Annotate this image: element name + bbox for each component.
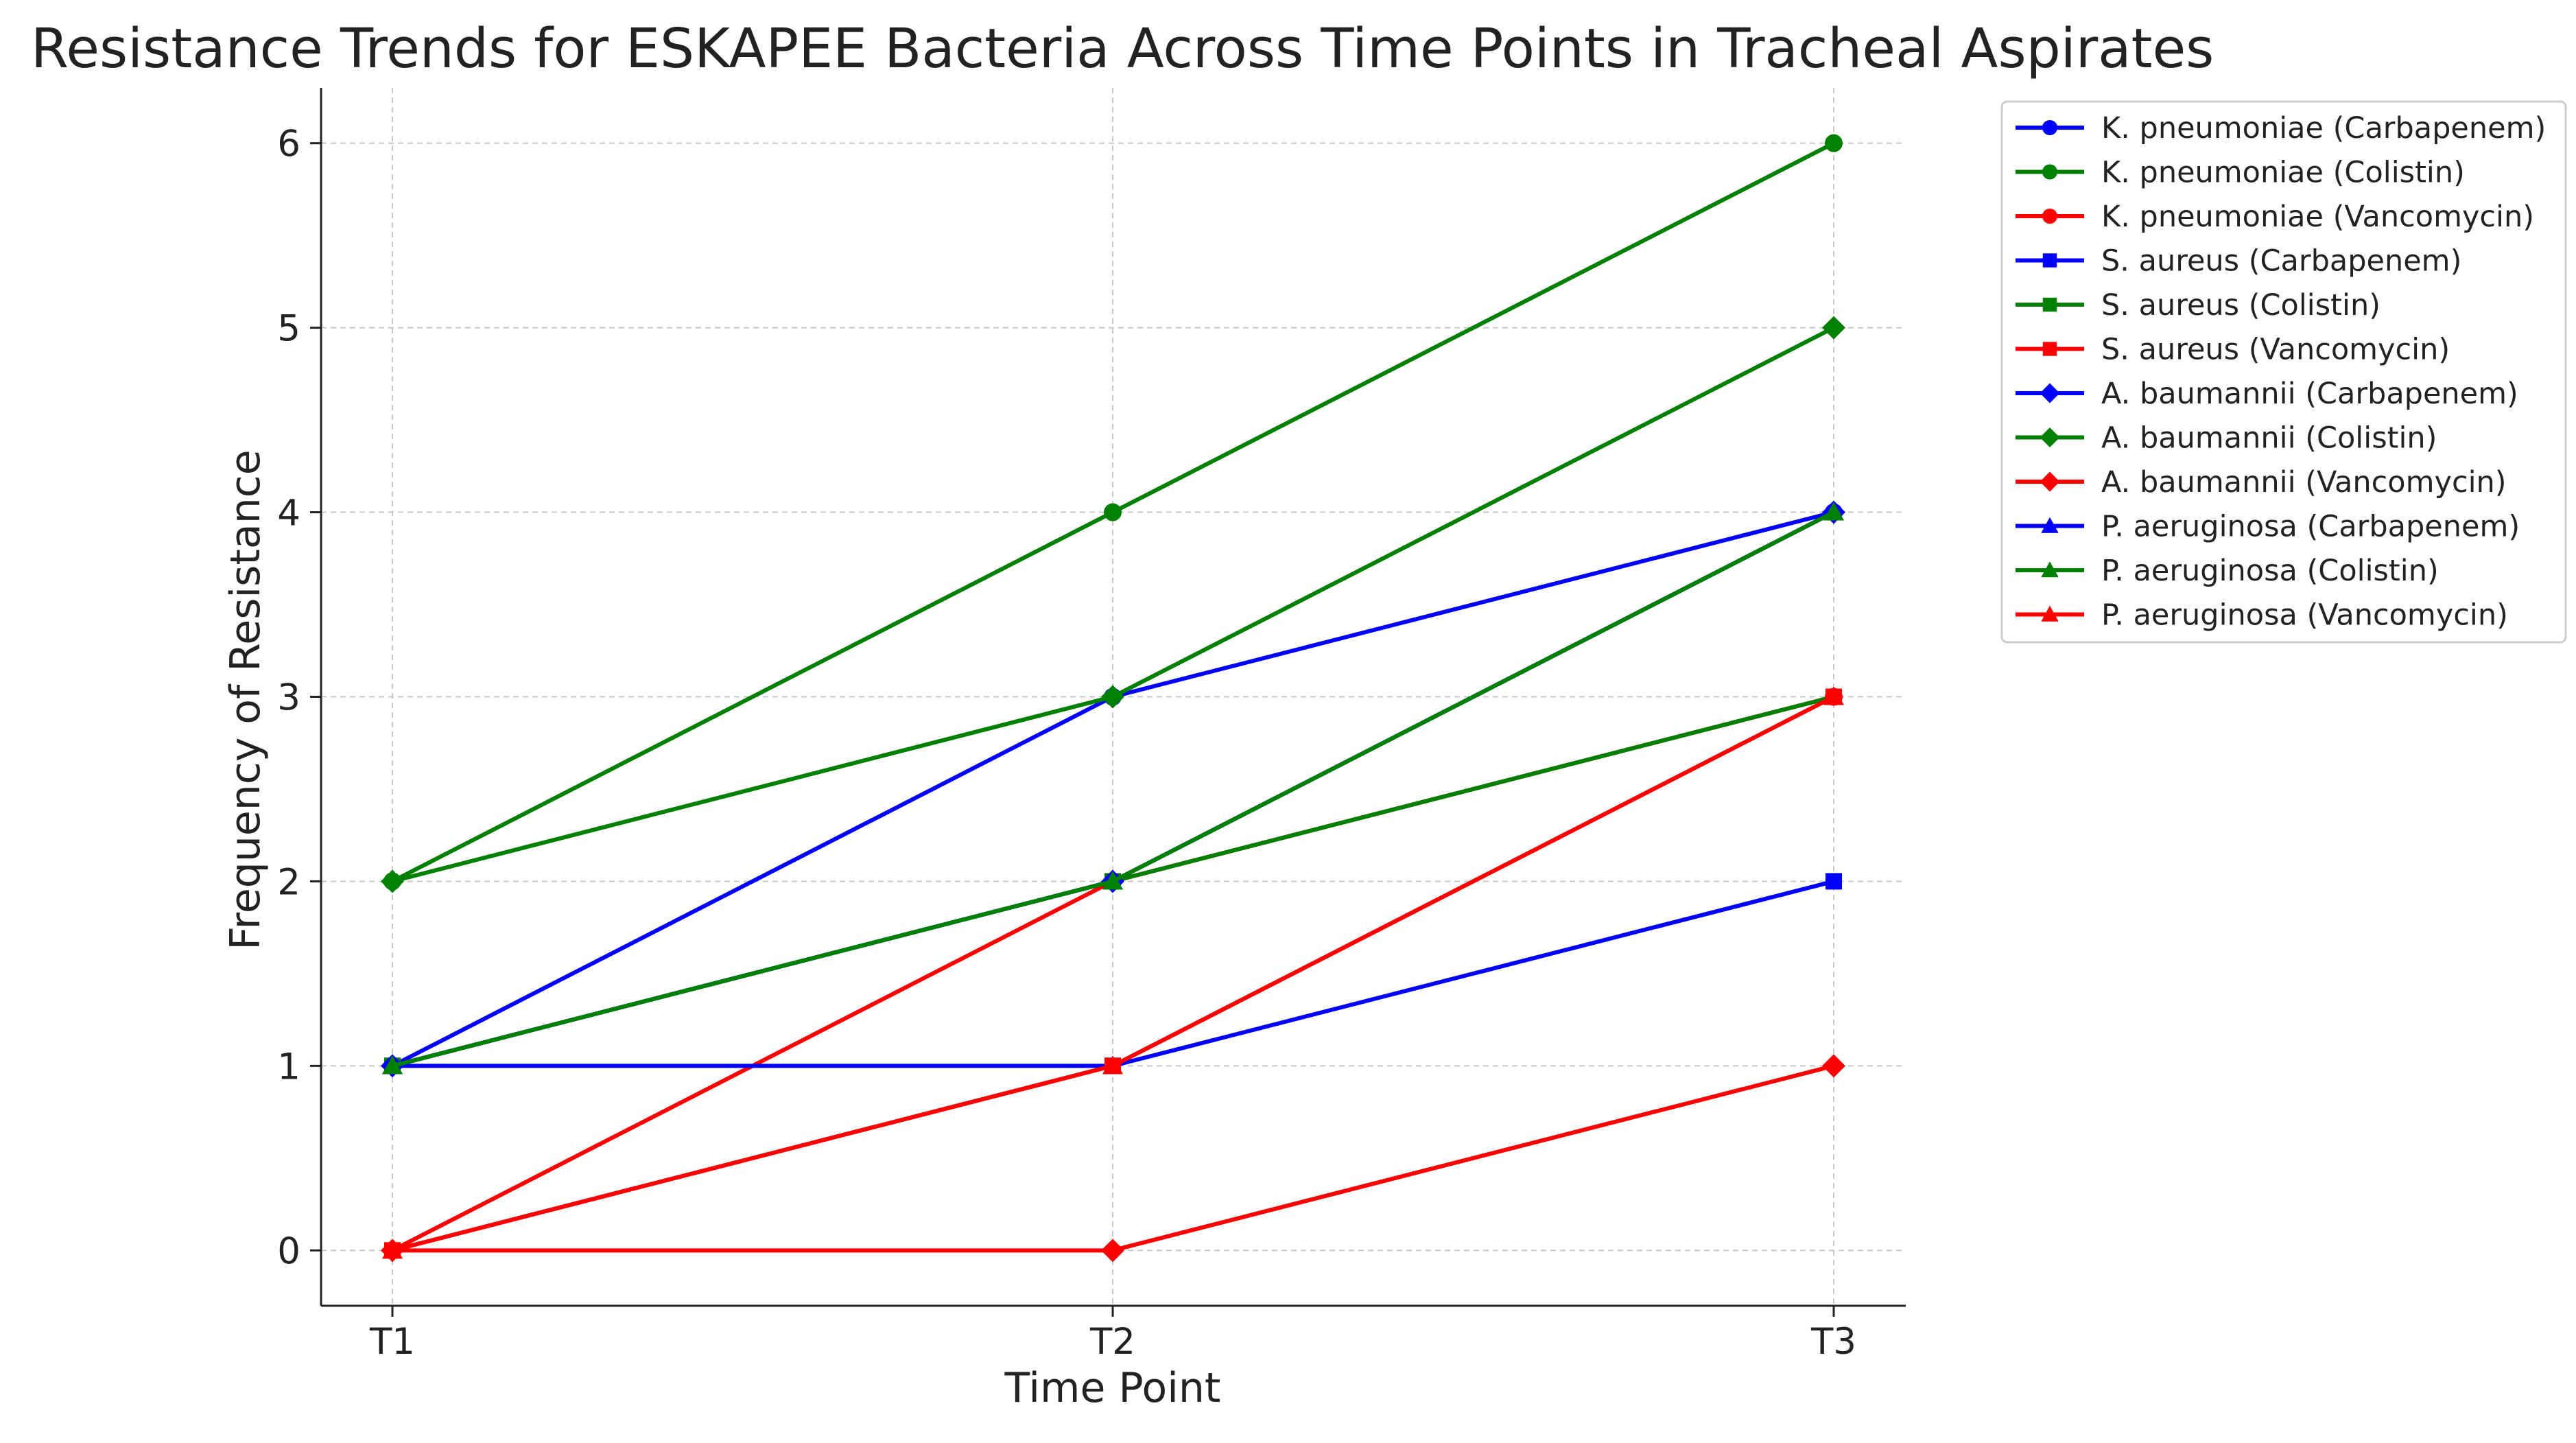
legend-label: P. aeruginosa (Vancomycin)	[2101, 598, 2508, 633]
legend-label: K. pneumoniae (Colistin)	[2101, 156, 2465, 190]
y-axis-title: Frequency of Resistance	[222, 449, 270, 950]
data-point-triangle	[382, 1055, 403, 1075]
legend-label: A. baumannii (Carbapenem)	[2101, 377, 2518, 411]
series-11	[382, 686, 1844, 1259]
data-point-diamond	[381, 869, 404, 893]
data-point-circle	[2042, 208, 2058, 224]
legend-entry: K. pneumoniae (Vancomycin)	[2016, 200, 2534, 234]
data-point-diamond	[2040, 471, 2060, 492]
y-tick-label: 0	[277, 1230, 300, 1272]
data-point-circle	[1104, 503, 1122, 521]
data-point-square	[2042, 297, 2057, 312]
data-point-square	[1825, 873, 1842, 890]
legend-label: A. baumannii (Vancomycin)	[2101, 465, 2507, 500]
legend-entry: A. baumannii (Carbapenem)	[2016, 377, 2518, 411]
series-10	[382, 502, 1844, 1075]
data-point-diamond	[1101, 1239, 1124, 1263]
legend-frame	[2000, 100, 2567, 644]
legend-entry: K. pneumoniae (Carbapenem)	[2016, 111, 2546, 145]
series-7	[381, 316, 1845, 893]
data-point-triangle	[1823, 686, 1844, 705]
legend: K. pneumoniae (Carbapenem) K. pneumoniae …	[2000, 100, 2567, 644]
legend-label: S. aureus (Carbapenem)	[2101, 244, 2461, 279]
legend-entry: K. pneumoniae (Colistin)	[2016, 156, 2465, 190]
data-point-diamond	[1101, 685, 1124, 709]
x-axis-title: Time Point	[1004, 1364, 1221, 1412]
y-tick-label: 6	[277, 124, 300, 165]
data-point-triangle	[2041, 517, 2059, 533]
legend-label: K. pneumoniae (Carbapenem)	[2101, 111, 2546, 145]
chart-title: Resistance Trends for ESKAPEE Bacteria A…	[31, 17, 2214, 80]
data-point-diamond	[2040, 383, 2060, 403]
data-point-circle	[2042, 119, 2058, 136]
y-tick-label: 4	[277, 493, 300, 535]
legend-entry: S. aureus (Vancomycin)	[2016, 333, 2450, 367]
legend-label: S. aureus (Vancomycin)	[2101, 333, 2450, 367]
legend-entry: A. baumannii (Colistin)	[2016, 421, 2437, 456]
legend-entry: S. aureus (Carbapenem)	[2016, 244, 2461, 279]
y-tick-label: 3	[277, 677, 300, 719]
legend-label: P. aeruginosa (Colistin)	[2101, 554, 2439, 588]
data-point-triangle	[2041, 561, 2059, 578]
data-point-square	[2042, 253, 2057, 268]
x-tick-label: T3	[1810, 1321, 1856, 1363]
series-layer	[381, 134, 1845, 1263]
legend-label: S. aureus (Colistin)	[2101, 288, 2380, 322]
data-point-triangle	[382, 1240, 403, 1259]
legend-entry: P. aeruginosa (Vancomycin)	[2016, 598, 2508, 633]
data-point-circle	[2042, 164, 2058, 180]
legend-entry: P. aeruginosa (Carbapenem)	[2016, 510, 2520, 544]
data-point-diamond	[2040, 427, 2060, 447]
x-tick-label: T2	[1089, 1321, 1135, 1363]
legend-entry: S. aureus (Colistin)	[2016, 288, 2380, 322]
legend-entry: A. baumannii (Vancomycin)	[2016, 465, 2507, 500]
y-tick-label: 5	[277, 308, 300, 350]
data-point-triangle	[1823, 502, 1844, 521]
legend-label: K. pneumoniae (Vancomycin)	[2101, 200, 2534, 234]
data-point-diamond	[1822, 316, 1845, 340]
data-point-triangle	[1102, 1055, 1123, 1075]
x-tick-label: T1	[369, 1321, 415, 1363]
y-tick-label: 1	[277, 1046, 300, 1088]
tick-labels: 0 1 2 3 4 5 6 T1 T2 T3	[277, 124, 1856, 1363]
data-point-triangle	[1102, 871, 1123, 890]
legend-label: P. aeruginosa (Carbapenem)	[2101, 510, 2520, 544]
data-point-circle	[1825, 134, 1843, 152]
series-line	[392, 325, 1835, 884]
data-point-diamond	[1822, 1054, 1845, 1078]
legend-label: A. baumannii (Colistin)	[2101, 421, 2437, 456]
y-tick-label: 2	[277, 861, 300, 903]
data-point-triangle	[2041, 605, 2059, 622]
data-point-square	[2042, 342, 2057, 356]
legend-entry: P. aeruginosa (Colistin)	[2016, 554, 2439, 588]
